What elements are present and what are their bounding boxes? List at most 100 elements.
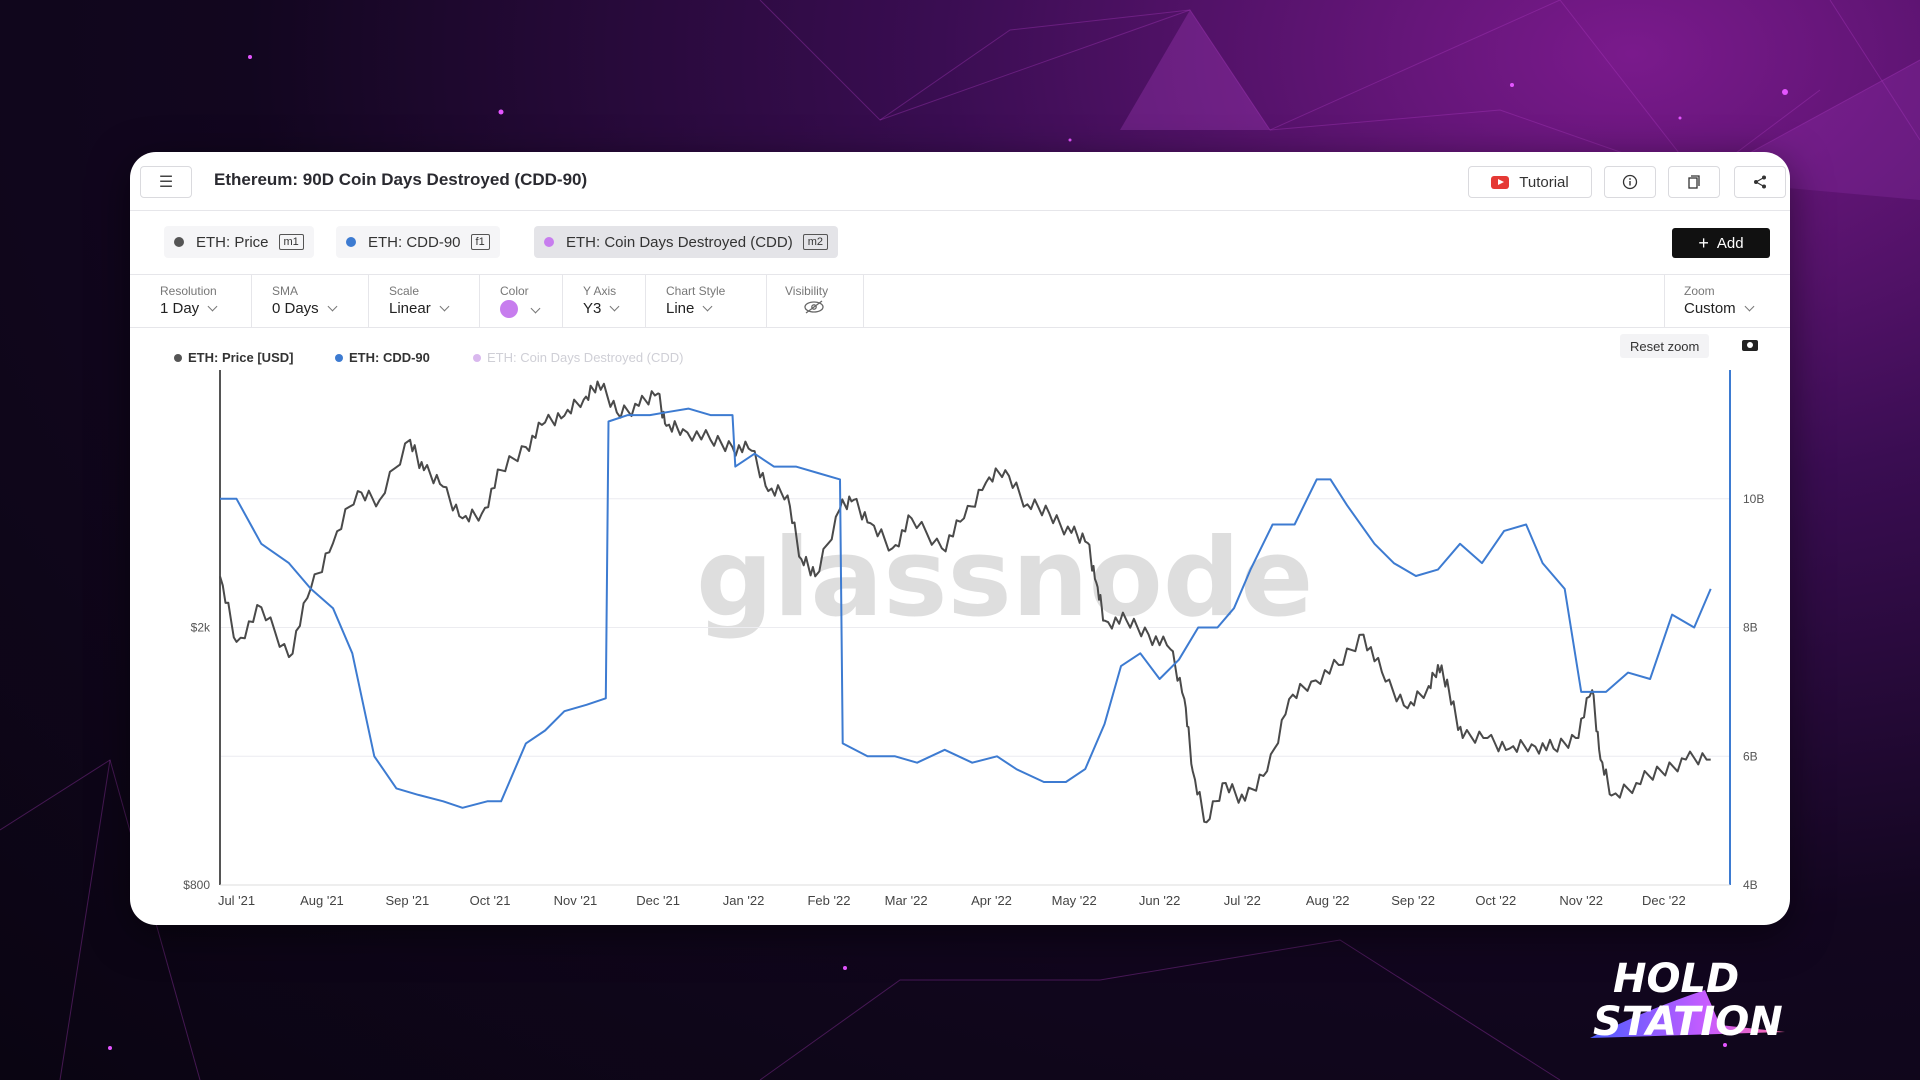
menu-button[interactable]: ☰ xyxy=(140,166,192,198)
chevron-down-icon xyxy=(702,301,713,312)
legend-item-cdd: ETH: Coin Days Destroyed (CDD) xyxy=(487,350,684,365)
reset-zoom-button[interactable]: Reset zoom xyxy=(1620,334,1710,358)
series-lines xyxy=(219,380,1712,824)
yaxis-label: Y Axis xyxy=(583,284,617,298)
metric-dot xyxy=(346,237,356,247)
x-tick-label: Jan '22 xyxy=(723,893,765,908)
resolution-select[interactable]: Resolution 1 Day xyxy=(130,275,252,327)
x-tick-label: Dec '22 xyxy=(1642,893,1686,908)
chart-legend: ETH: Price [USD] ETH: CDD-90 ETH: Coin D… xyxy=(174,350,684,365)
legend-dot-cdd90 xyxy=(335,354,343,362)
chart-style-label: Chart Style xyxy=(666,284,726,298)
yaxis-select[interactable]: Y Axis Y3 xyxy=(563,275,646,327)
resolution-value: 1 Day xyxy=(160,300,218,317)
tutorial-label: Tutorial xyxy=(1519,173,1569,191)
resolution-label: Resolution xyxy=(160,284,217,298)
x-tick-label: Sep '21 xyxy=(386,893,430,908)
price-series-line xyxy=(219,380,1711,824)
yaxis-value: Y3 xyxy=(583,300,620,317)
add-button[interactable]: + Add xyxy=(1672,228,1770,258)
sma-label: SMA xyxy=(272,284,299,298)
scale-value: Linear xyxy=(389,300,450,317)
x-tick-label: Jul '21 xyxy=(218,893,255,908)
metric-label: ETH: CDD-90 xyxy=(368,233,461,251)
y-right-tick-label: 6B xyxy=(1743,749,1758,763)
x-tick-label: Oct '21 xyxy=(470,893,511,908)
metric-chip-price[interactable]: ETH: Price m1 xyxy=(164,226,314,258)
metrics-bar: ETH: Price m1 ETH: CDD-90 f1 ETH: Coin D… xyxy=(130,210,1790,275)
x-tick-label: Sep '22 xyxy=(1391,893,1435,908)
metric-tag: m1 xyxy=(278,234,304,250)
sma-value: 0 Days xyxy=(272,300,338,317)
metric-dot xyxy=(544,237,554,247)
zoom-label: Zoom xyxy=(1684,284,1715,298)
share-icon xyxy=(1754,175,1766,189)
y-left-tick-label: $2k xyxy=(191,621,211,635)
axes: 4B 6B 8B 10B $800 $2k Jul '21 Aug '21 Sep '21 Oct… xyxy=(183,370,1764,908)
x-tick-label: Jun '22 xyxy=(1139,893,1181,908)
metric-chip-cdd[interactable]: ETH: Coin Days Destroyed (CDD) m2 xyxy=(534,226,838,258)
list-icon: ☰ xyxy=(158,174,174,191)
sma-select[interactable]: SMA 0 Days xyxy=(252,275,369,327)
youtube-icon xyxy=(1491,175,1510,189)
logo-line1: HOLD xyxy=(1613,956,1739,1002)
controls-bar: Resolution 1 Day SMA 0 Days Scale Linear… xyxy=(130,275,1790,328)
x-tick-label: Aug '22 xyxy=(1306,893,1350,908)
y-right-tick-label: 10B xyxy=(1743,492,1764,506)
visibility-value xyxy=(803,300,825,318)
zoom-value: Custom xyxy=(1684,300,1755,317)
gridlines xyxy=(220,498,1730,757)
cdd90-series-line xyxy=(220,407,1712,809)
chevron-down-icon xyxy=(609,301,620,312)
x-tick-label: Nov '21 xyxy=(554,893,598,908)
x-tick-label: Aug '21 xyxy=(300,893,344,908)
y-right-tick-label: 8B xyxy=(1743,621,1758,635)
y-right-tick-label: 4B xyxy=(1743,878,1758,892)
scale-select[interactable]: Scale Linear xyxy=(369,275,480,327)
chevron-down-icon xyxy=(327,301,338,312)
page-title: Ethereum: 90D Coin Days Destroyed (CDD-9… xyxy=(214,170,588,189)
info-button[interactable] xyxy=(1604,166,1656,198)
color-select[interactable]: Color xyxy=(480,275,563,327)
legend-item-price: ETH: Price [USD] xyxy=(188,350,293,365)
zoom-select[interactable]: Zoom Custom xyxy=(1664,275,1790,327)
color-value xyxy=(500,300,541,319)
metric-label: ETH: Price xyxy=(196,233,269,251)
metric-tag: m2 xyxy=(802,234,828,250)
x-tick-label: Nov '22 xyxy=(1559,893,1603,908)
chevron-down-icon xyxy=(439,301,450,312)
x-tick-label: Apr '22 xyxy=(971,893,1012,908)
tutorial-button[interactable]: Tutorial xyxy=(1468,166,1592,198)
x-tick-label: Dec '21 xyxy=(636,893,680,908)
legend-dot-cdd xyxy=(473,354,481,362)
color-swatch xyxy=(500,300,518,318)
x-tick-label: Jul '22 xyxy=(1224,893,1261,908)
chevron-down-icon xyxy=(207,301,218,312)
x-tick-label: May '22 xyxy=(1052,893,1097,908)
holdstation-logo: HOLD STATION xyxy=(1590,956,1785,1045)
eye-slash-icon xyxy=(804,300,824,314)
chevron-down-icon xyxy=(1744,301,1755,312)
x-tick-label: Oct '22 xyxy=(1475,893,1516,908)
y-left-tick-label: $800 xyxy=(183,878,210,892)
info-icon xyxy=(1622,174,1638,190)
chart-plot[interactable]: ETH: Price [USD] ETH: CDD-90 ETH: Coin D… xyxy=(130,328,1790,925)
legend-item-cdd90: ETH: CDD-90 xyxy=(349,350,430,365)
scale-label: Scale xyxy=(389,284,420,298)
metric-chip-cdd90[interactable]: ETH: CDD-90 f1 xyxy=(336,226,500,258)
camera-icon[interactable] xyxy=(1742,340,1758,351)
chart-style-value: Line xyxy=(666,300,713,317)
metric-dot xyxy=(174,237,184,247)
share-button[interactable] xyxy=(1734,166,1786,198)
visibility-toggle[interactable]: Visibility xyxy=(767,275,864,327)
chevron-down-icon xyxy=(530,303,541,314)
chart-style-select[interactable]: Chart Style Line xyxy=(646,275,767,327)
legend-dot-price xyxy=(174,354,182,362)
x-tick-label: Mar '22 xyxy=(885,893,928,908)
color-label: Color xyxy=(500,284,529,298)
copy-button[interactable] xyxy=(1668,166,1720,198)
top-bar: ☰ Ethereum: 90D Coin Days Destroyed (CDD… xyxy=(130,152,1790,211)
logo-line2: STATION xyxy=(1593,999,1783,1045)
copy-icon xyxy=(1688,175,1700,189)
glassnode-watermark: glassnode xyxy=(696,516,1313,641)
